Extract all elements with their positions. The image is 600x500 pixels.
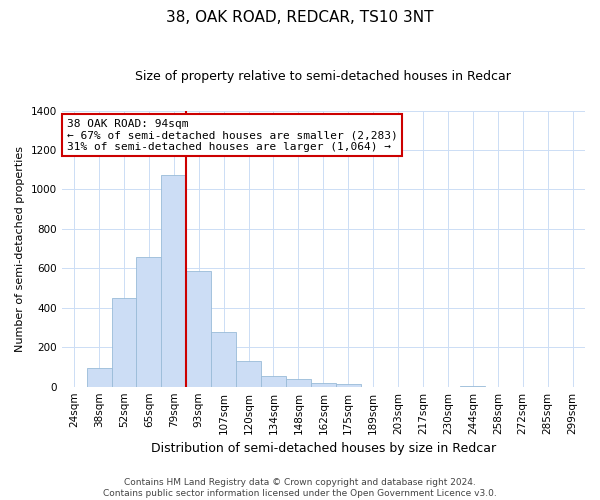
Text: Contains HM Land Registry data © Crown copyright and database right 2024.
Contai: Contains HM Land Registry data © Crown c… — [103, 478, 497, 498]
Text: 38 OAK ROAD: 94sqm
← 67% of semi-detached houses are smaller (2,283)
31% of semi: 38 OAK ROAD: 94sqm ← 67% of semi-detache… — [67, 119, 398, 152]
Bar — [261, 376, 286, 386]
Bar — [336, 384, 361, 386]
Bar — [186, 272, 211, 386]
Bar — [236, 361, 261, 386]
Bar — [286, 379, 311, 386]
Bar — [112, 298, 136, 386]
Bar — [86, 368, 112, 386]
Bar — [211, 332, 236, 386]
Bar — [311, 382, 336, 386]
X-axis label: Distribution of semi-detached houses by size in Redcar: Distribution of semi-detached houses by … — [151, 442, 496, 455]
Text: 38, OAK ROAD, REDCAR, TS10 3NT: 38, OAK ROAD, REDCAR, TS10 3NT — [166, 10, 434, 25]
Y-axis label: Number of semi-detached properties: Number of semi-detached properties — [15, 146, 25, 352]
Bar — [161, 174, 186, 386]
Bar — [136, 256, 161, 386]
Title: Size of property relative to semi-detached houses in Redcar: Size of property relative to semi-detach… — [136, 70, 511, 83]
